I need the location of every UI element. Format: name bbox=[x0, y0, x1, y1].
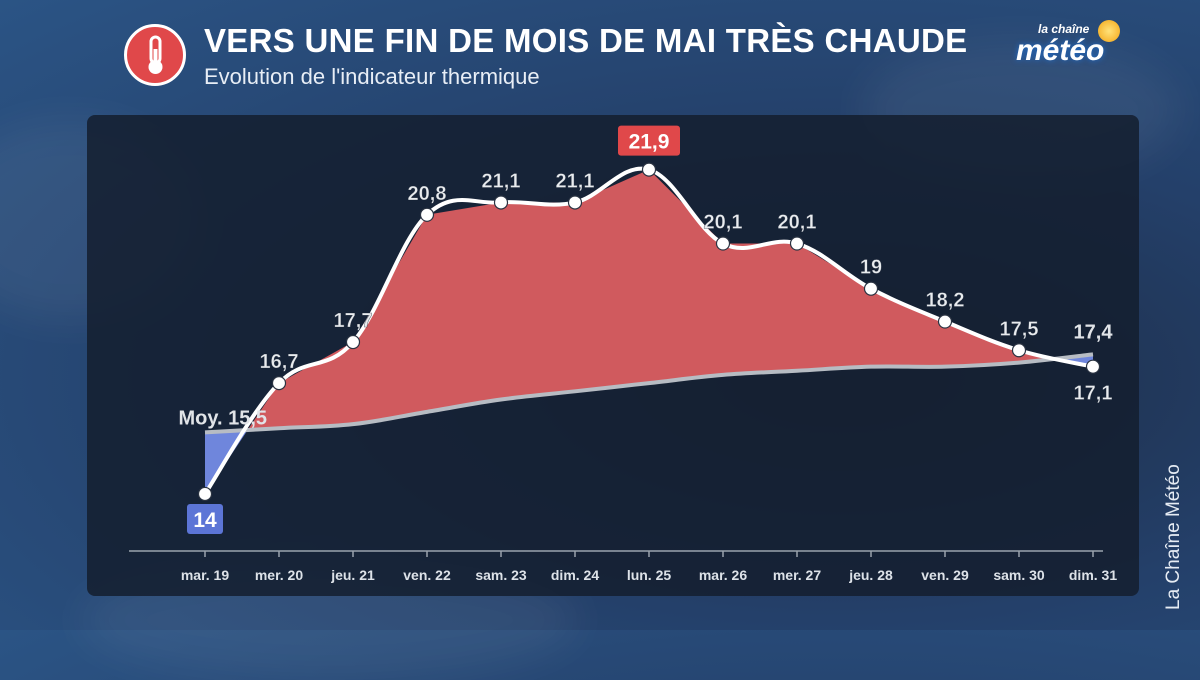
data-label: 20,8 bbox=[408, 183, 447, 205]
data-label: 19 bbox=[860, 257, 882, 279]
data-point bbox=[715, 236, 731, 251]
max-value-badge bbox=[618, 125, 680, 156]
x-tick-label: mar. 19 bbox=[181, 567, 229, 583]
page-subtitle: Evolution de l'indicateur thermique bbox=[204, 64, 540, 89]
data-label: 21,1 bbox=[556, 170, 595, 192]
above-normal-area bbox=[501, 202, 575, 400]
data-point bbox=[567, 195, 583, 210]
data-point bbox=[641, 162, 657, 177]
above-normal-area bbox=[353, 214, 427, 425]
x-tick-label: sam. 23 bbox=[475, 567, 527, 583]
x-tick-label: ven. 22 bbox=[403, 567, 451, 583]
above-normal-area bbox=[723, 243, 797, 375]
credit-text: La Chaîne Météo bbox=[1163, 464, 1184, 610]
data-point bbox=[271, 376, 287, 391]
data-point bbox=[937, 314, 953, 329]
x-tick-label: mer. 27 bbox=[773, 567, 821, 583]
data-label: 17,7 bbox=[334, 310, 373, 332]
normal-start-label: Moy. 15,5 bbox=[178, 407, 267, 429]
page-title: VERS UNE FIN DE MOIS DE MAI TRÈS CHAUDE bbox=[204, 22, 968, 59]
above-normal-area bbox=[797, 243, 871, 371]
above-normal-area bbox=[945, 321, 1019, 367]
data-label: 16,7 bbox=[260, 351, 299, 373]
x-tick-label: dim. 24 bbox=[551, 567, 599, 583]
data-point bbox=[789, 236, 805, 251]
data-label: 21,1 bbox=[482, 170, 521, 192]
data-label: 18,2 bbox=[926, 290, 965, 312]
sun-icon bbox=[1098, 20, 1120, 42]
above-normal-area bbox=[871, 288, 945, 367]
above-normal-area bbox=[427, 202, 501, 412]
x-tick-label: mar. 26 bbox=[699, 567, 747, 583]
x-tick-label: jeu. 21 bbox=[330, 567, 375, 583]
data-point bbox=[863, 281, 879, 296]
thermometer-icon bbox=[124, 24, 186, 86]
data-point bbox=[419, 207, 435, 222]
x-tick-label: sam. 30 bbox=[993, 567, 1045, 583]
data-point bbox=[345, 334, 361, 350]
chart-panel: mar. 19 mer. 20 jeu. 21 ven. 22 sam. 23 dim. … bbox=[87, 115, 1139, 596]
observed-line bbox=[203, 166, 1094, 496]
min-value-badge bbox=[187, 503, 223, 534]
normal-line bbox=[204, 352, 1094, 435]
data-point bbox=[1085, 359, 1101, 374]
x-tick-label: mer. 20 bbox=[255, 567, 303, 583]
above-normal-area bbox=[649, 169, 723, 384]
thermal-indicator-chart: mar. 19 mer. 20 jeu. 21 ven. 22 sam. 23 dim. … bbox=[129, 125, 1117, 583]
logo-main-text: météo bbox=[1016, 34, 1105, 67]
above-normal-area bbox=[279, 342, 353, 429]
x-tick-label: dim. 31 bbox=[1069, 567, 1117, 583]
above-normal-area bbox=[575, 169, 649, 392]
brand-logo: la chaîne météo bbox=[1010, 18, 1130, 78]
data-label: 20,1 bbox=[704, 212, 743, 234]
data-point bbox=[1011, 343, 1027, 358]
data-label: 20,1 bbox=[778, 212, 817, 234]
data-label: 17,1 bbox=[1074, 383, 1113, 405]
x-tick-label: jeu. 28 bbox=[848, 567, 893, 583]
x-tick-label: ven. 29 bbox=[921, 567, 969, 583]
data-point bbox=[197, 486, 213, 502]
data-label: 21,9 bbox=[629, 131, 670, 154]
data-point bbox=[493, 195, 509, 210]
logo-top-text: la chaîne bbox=[1038, 22, 1090, 36]
data-label: 17,5 bbox=[1000, 318, 1039, 340]
normal-end-label: 17,4 bbox=[1074, 321, 1114, 343]
x-tick-label: lun. 25 bbox=[627, 567, 672, 583]
data-label: 14 bbox=[193, 509, 217, 532]
